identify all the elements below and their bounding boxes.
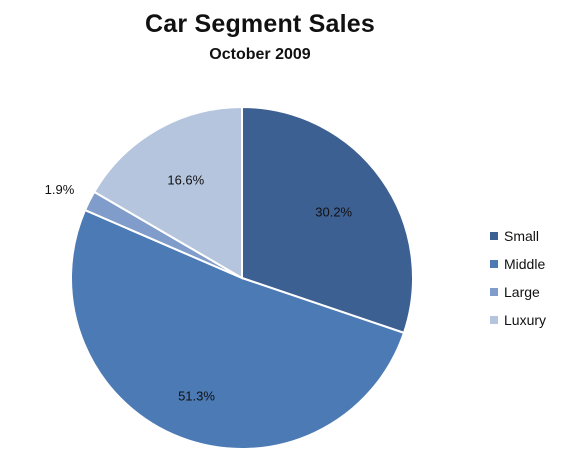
data-label-large: 1.9% <box>45 182 75 197</box>
legend-label-large: Large <box>504 284 540 300</box>
pie-slice-middle <box>70 208 406 450</box>
pie-slices <box>70 105 414 450</box>
legend-swatch-middle <box>490 260 498 268</box>
legend-item-small: Small <box>490 227 568 255</box>
pie-slice-labels: 30.2% 51.3% 1.9% 16.6% <box>45 173 353 404</box>
data-label-small: 30.2% <box>315 205 352 220</box>
legend-item-middle: Middle <box>490 255 568 283</box>
legend-label-luxury: Luxury <box>504 312 547 328</box>
data-label-luxury: 16.6% <box>167 173 204 188</box>
legend-swatch-small <box>490 232 498 240</box>
legend-label-middle: Middle <box>504 256 546 272</box>
chart-title: Car Segment Sales <box>145 10 375 38</box>
legend-label-small: Small <box>504 228 540 244</box>
pie-slice-small <box>241 105 414 335</box>
pie-slice-luxury <box>92 105 243 280</box>
legend-swatch-luxury <box>490 316 498 324</box>
legend-item-luxury: Luxury <box>490 311 568 339</box>
chart-legend: Small Middle Large Luxury <box>490 227 568 339</box>
chart-subtitle: October 2009 <box>209 46 311 63</box>
legend-swatch-large <box>490 288 498 296</box>
data-label-middle: 51.3% <box>178 389 215 404</box>
legend-item-large: Large <box>490 283 568 311</box>
